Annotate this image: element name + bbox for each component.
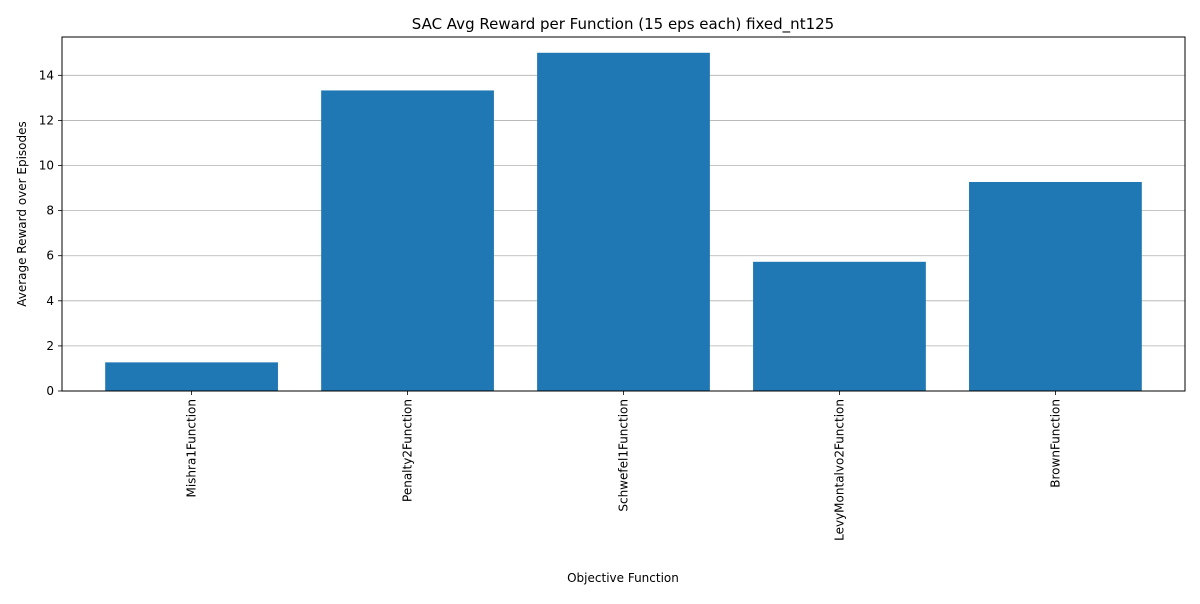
y-tick-label: 0 bbox=[46, 384, 54, 398]
y-tick-label: 12 bbox=[39, 113, 54, 127]
y-axis-ticks: 0 2 4 6 8 10 12 14 bbox=[39, 68, 62, 398]
x-tick-label: Penalty2Function bbox=[401, 399, 415, 502]
y-tick-label: 6 bbox=[46, 249, 54, 263]
x-tick-label: LevyMontalvo2Function bbox=[832, 399, 846, 541]
bars bbox=[105, 52, 1142, 391]
x-axis-ticks: Mishra1Function Penalty2Function Schwefel1… bbox=[185, 391, 1062, 541]
y-axis-label: Average Reward over Episodes bbox=[15, 121, 29, 307]
bar-Schwefel1Function bbox=[537, 52, 710, 391]
bar-BrownFunction bbox=[969, 181, 1142, 391]
y-tick-label: 4 bbox=[46, 294, 54, 308]
x-tick-label: Schwefel1Function bbox=[617, 399, 631, 512]
bar-Mishra1Function bbox=[105, 362, 278, 391]
x-tick-label: BrownFunction bbox=[1048, 399, 1062, 488]
bar-Penalty2Function bbox=[321, 90, 494, 391]
x-axis-label: Objective Function bbox=[567, 571, 679, 585]
y-tick-label: 8 bbox=[46, 204, 54, 218]
bar-LevyMontalvo2Function bbox=[753, 261, 926, 391]
y-tick-label: 10 bbox=[39, 159, 54, 173]
y-tick-label: 2 bbox=[46, 339, 54, 353]
y-tick-label: 14 bbox=[39, 68, 54, 82]
x-tick-label: Mishra1Function bbox=[185, 399, 199, 498]
chart-title: SAC Avg Reward per Function (15 eps each… bbox=[412, 15, 834, 34]
